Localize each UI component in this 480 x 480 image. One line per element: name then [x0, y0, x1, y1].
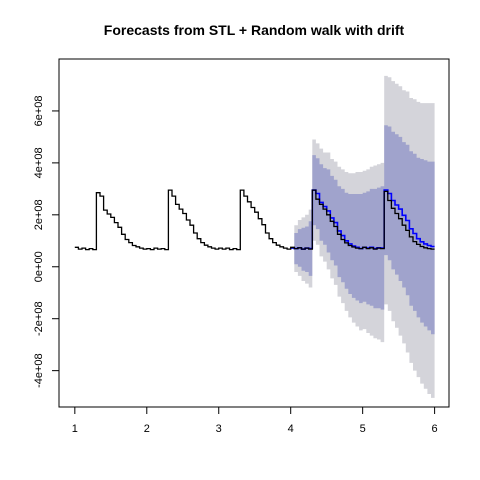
y-tick-label: -4e+08	[33, 353, 45, 388]
x-tick-label: 6	[432, 423, 438, 435]
history-line	[74, 189, 435, 251]
y-tick-label: -2e+08	[33, 301, 45, 336]
chart-title: Forecasts from STL + Random walk with dr…	[104, 22, 405, 38]
band-80	[290, 125, 435, 336]
series-layer	[74, 189, 435, 251]
x-tick-label: 3	[216, 423, 222, 435]
y-tick-label: 4e+08	[33, 147, 45, 178]
x-tick-label: 5	[360, 423, 366, 435]
band-80-area	[290, 125, 435, 336]
y-tick-label: 6e+08	[33, 95, 45, 126]
y-tick-label: 2e+08	[33, 199, 45, 230]
y-axis: -4e+08 -2e+08 0e+00 2e+08 4e+08 6e+08	[33, 95, 60, 388]
x-tick-label: 1	[72, 423, 78, 435]
x-tick-label: 4	[288, 423, 294, 435]
x-axis: 1 2 3 4 5 6	[72, 406, 438, 435]
x-tick-label: 2	[144, 423, 150, 435]
y-tick-label: 0e+00	[33, 251, 45, 282]
